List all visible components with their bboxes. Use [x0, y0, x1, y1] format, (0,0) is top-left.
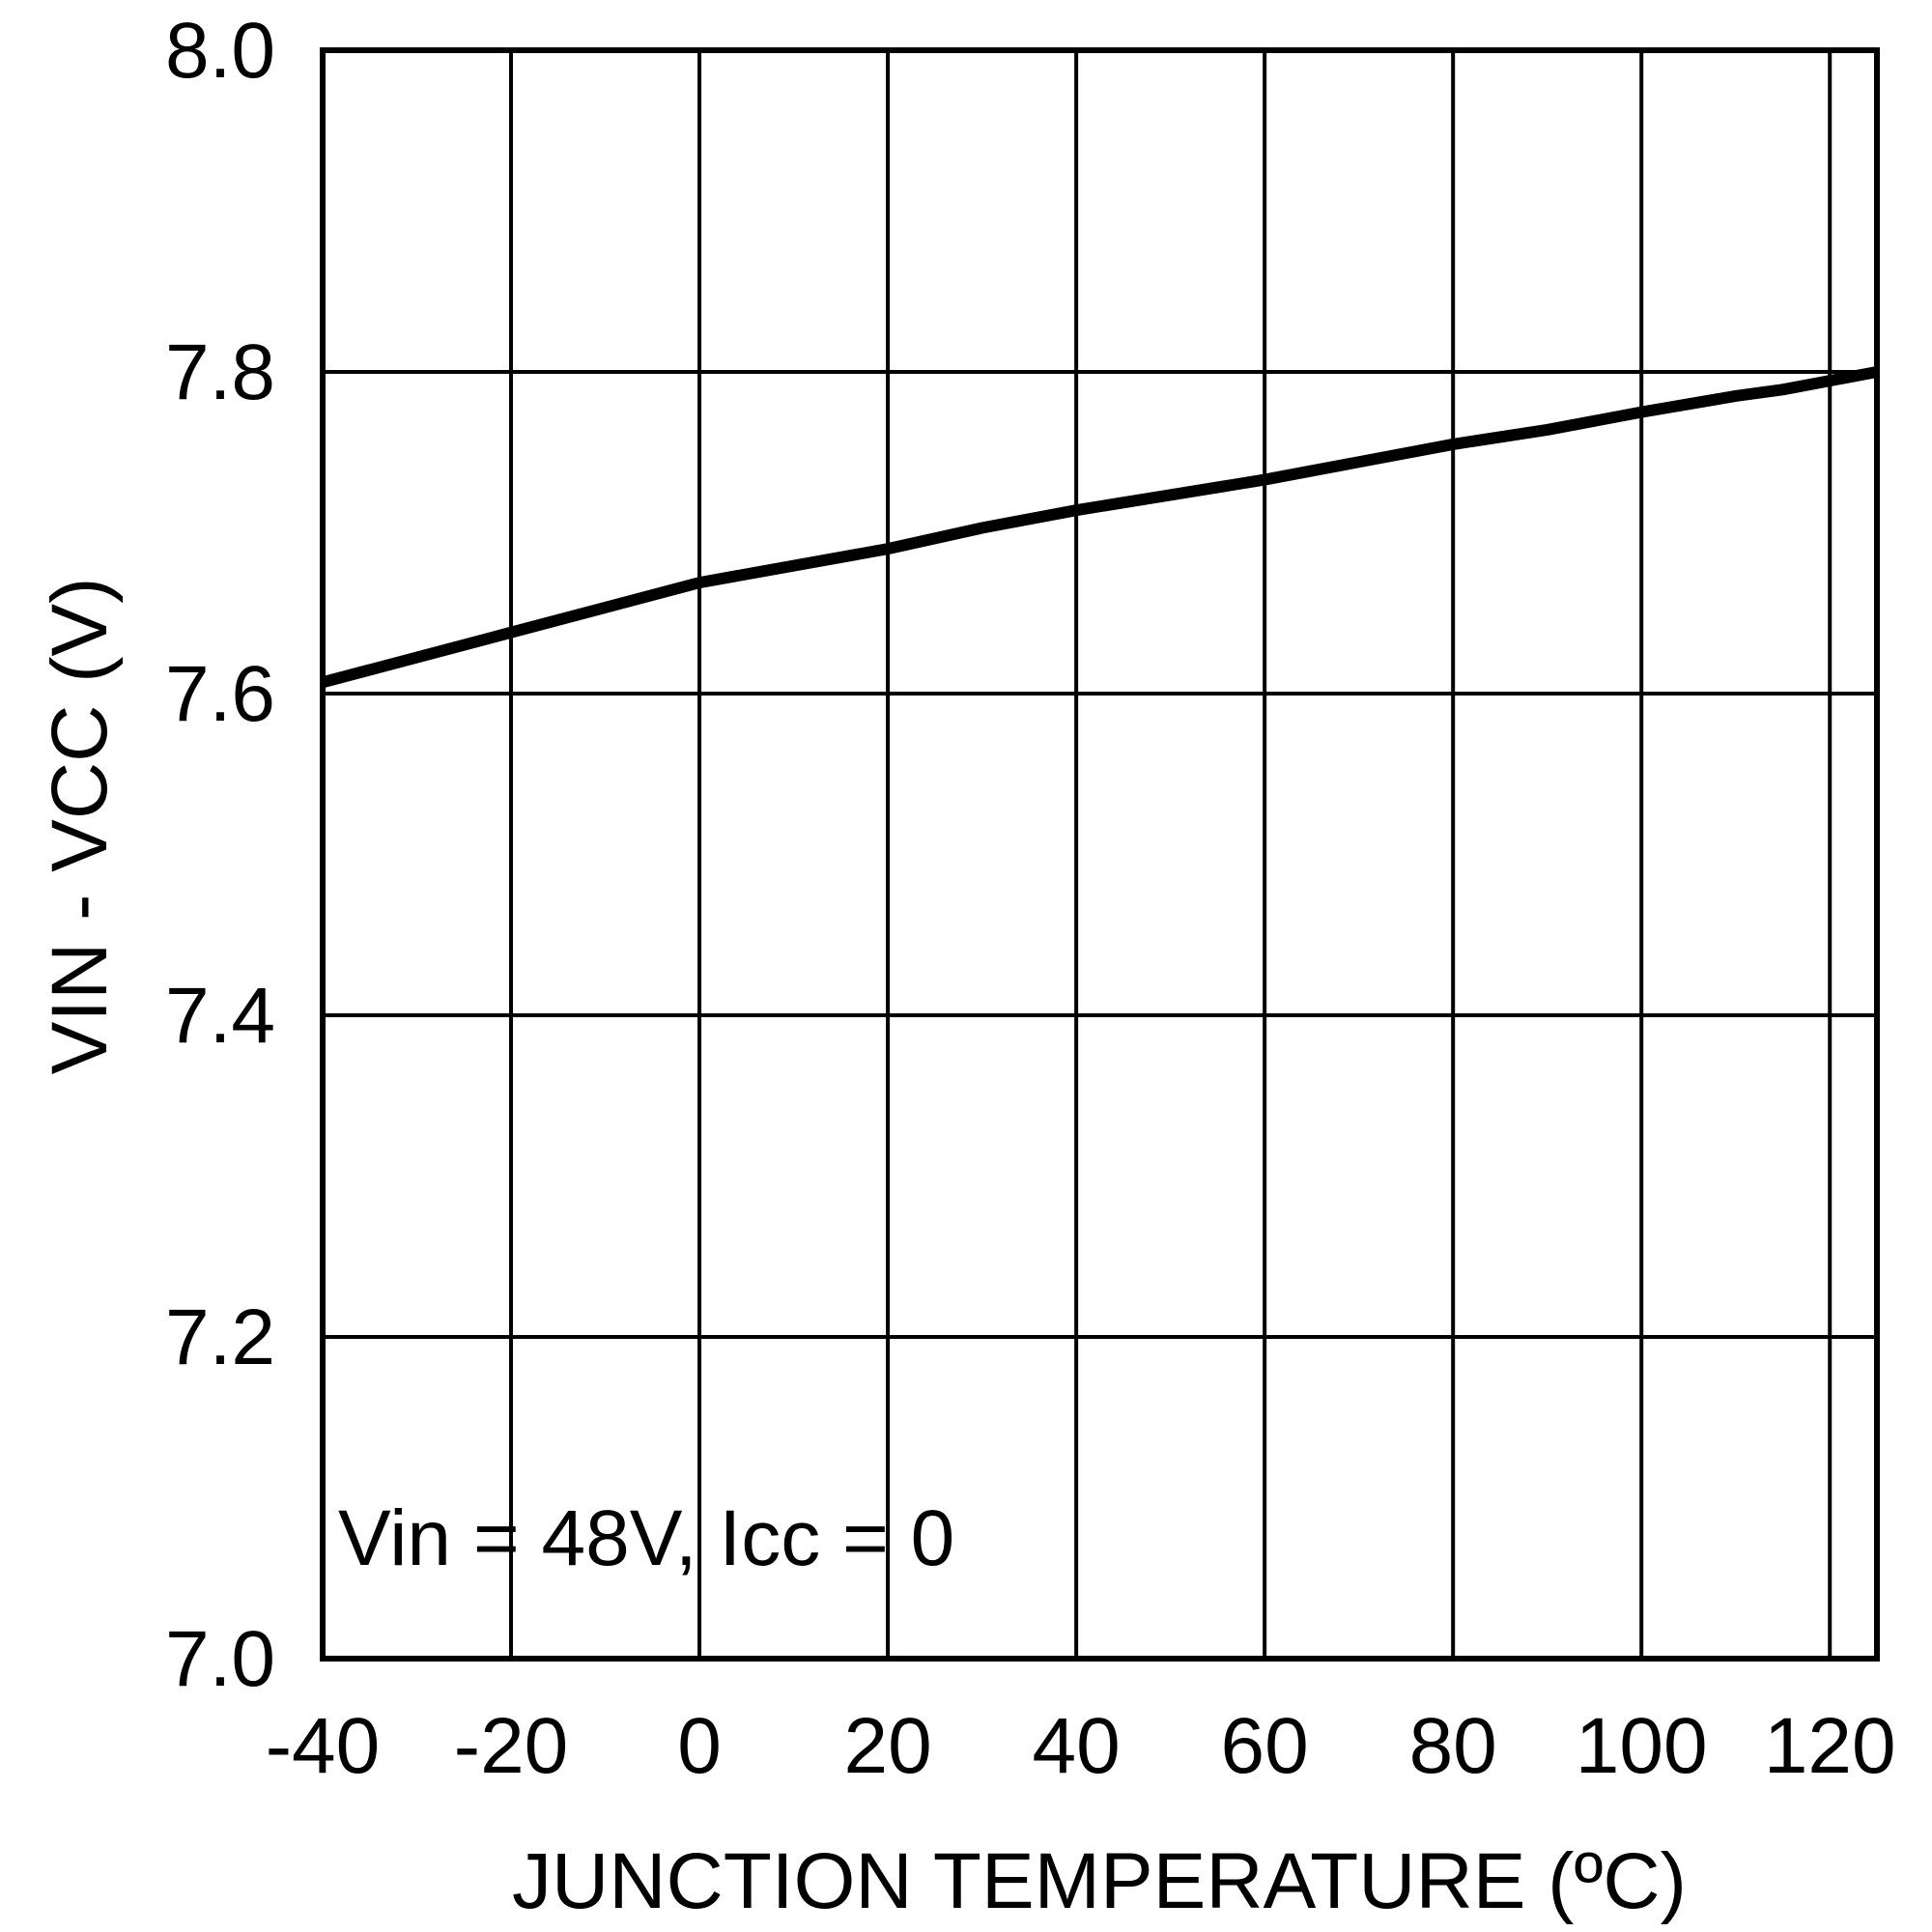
x-tick-labels: -40 -20 0 20 40 60 80 100 120	[266, 1702, 1896, 1790]
y-tick-label: 7.6	[165, 650, 275, 738]
x-tick-label: 20	[843, 1702, 931, 1790]
y-tick-label: 7.0	[165, 1615, 275, 1703]
y-tick-label: 8.0	[165, 7, 275, 95]
y-tick-label: 7.2	[165, 1293, 275, 1381]
x-tick-label: -20	[454, 1702, 569, 1790]
x-tick-label: 60	[1221, 1702, 1309, 1790]
series-line	[321, 366, 1879, 689]
y-tick-label: 7.4	[165, 972, 275, 1060]
x-tick-label: 80	[1409, 1702, 1497, 1790]
x-tick-label: 0	[677, 1702, 722, 1790]
plot-frame	[320, 47, 1880, 1662]
y-tick-label: 7.8	[165, 328, 275, 416]
x-tick-label: 100	[1576, 1702, 1708, 1790]
grid	[321, 48, 1877, 1661]
x-tick-label: 120	[1764, 1702, 1896, 1790]
x-tick-label: -40	[266, 1702, 381, 1790]
x-tick-label: 40	[1033, 1702, 1121, 1790]
annotation: Vin = 48V, Icc = 0	[338, 1494, 954, 1582]
y-axis-label: VIN - VCC (V)	[36, 578, 124, 1075]
y-tick-labels: 7.0 7.2 7.4 7.6 7.8 8.0	[165, 7, 275, 1703]
x-axis-label: JUNCTION TEMPERATURE (ºC)	[512, 1837, 1687, 1925]
